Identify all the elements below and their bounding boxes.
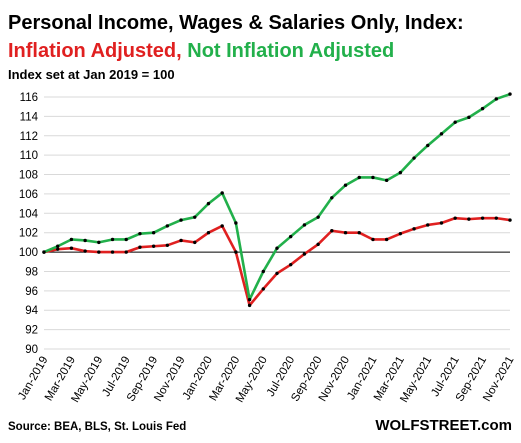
y-tick-label-108: 108 [19,170,38,182]
data-point-not-inflation-adjusted-Dec-2020 [357,175,361,180]
data-point-inflation-adjusted-May-2019 [97,250,101,254]
source-note: Source: BEA, BLS, St. Louis Fed [8,421,186,433]
series-line-inflation-adjusted [42,216,512,307]
data-point-not-inflation-adjusted-Feb-2020 [220,191,224,195]
y-tick-label-98: 98 [25,266,38,278]
data-point-not-inflation-adjusted-Apr-2021 [412,156,416,160]
data-point-inflation-adjusted-Aug-2021 [467,217,471,221]
data-point-inflation-adjusted-Nov-2021 [508,218,512,222]
brand-label: WOLFSTREET.com [375,417,512,434]
y-tick-label-92: 92 [25,325,38,337]
data-point-not-inflation-adjusted-Feb-2021 [384,178,389,183]
y-tick-label-112: 112 [20,131,38,143]
y-tick-label-104: 104 [19,208,39,220]
data-point-inflation-adjusted-Jul-2021 [453,216,457,220]
chart-title: Personal Income, Wages & Salaries Only, … [8,12,464,34]
data-point-inflation-adjusted-Jul-2020 [289,262,293,267]
data-point-not-inflation-adjusted-Nov-2020 [343,183,348,187]
data-point-not-inflation-adjusted-May-2019 [97,240,101,245]
data-point-not-inflation-adjusted-Oct-2019 [165,224,170,228]
series-line-not-inflation-adjusted [42,92,512,301]
data-point-not-inflation-adjusted-Jan-2021 [371,175,375,180]
data-point-inflation-adjusted-Dec-2020 [357,230,361,235]
data-point-inflation-adjusted-Feb-2020 [220,224,224,228]
data-point-not-inflation-adjusted-Oct-2020 [330,196,334,200]
data-point-not-inflation-adjusted-Jun-2021 [439,132,444,136]
data-point-inflation-adjusted-Dec-2019 [193,240,197,245]
data-point-not-inflation-adjusted-Jul-2020 [289,234,293,239]
data-point-not-inflation-adjusted-Mar-2020 [234,221,238,225]
y-axis-ticks: 90 92 94 96 98 100 102 104 106 108 110 112 114 116 [19,92,39,356]
series-lines [42,92,512,308]
data-point-not-inflation-adjusted-Sep-2019 [151,230,156,235]
subtitle-inflation-adjusted: Inflation Adjusted, [8,40,187,62]
chart-note: Index set at Jan 2019 = 100 [8,67,175,82]
y-tick-label-100: 100 [19,247,38,259]
data-point-not-inflation-adjusted-Jan-2020 [206,201,211,206]
data-point-not-inflation-adjusted-May-2021 [426,143,430,148]
y-tick-label-102: 102 [19,228,38,240]
y-tick-label-106: 106 [19,189,38,201]
data-point-not-inflation-adjusted-Apr-2020 [247,297,252,302]
data-point-inflation-adjusted-Feb-2021 [384,237,389,242]
data-point-not-inflation-adjusted-Aug-2019 [138,231,142,236]
data-point-not-inflation-adjusted-Sep-2021 [480,106,485,111]
data-point-inflation-adjusted-Aug-2020 [302,252,307,256]
data-point-inflation-adjusted-Apr-2021 [412,227,416,231]
chart-subtitle: Inflation Adjusted, Not Inflation Adjust… [8,40,394,62]
series-not-inflation-adjusted [42,92,512,302]
data-point-inflation-adjusted-Sep-2021 [480,216,485,220]
data-point-inflation-adjusted-Mar-2019 [69,246,74,250]
data-point-inflation-adjusted-Sep-2020 [316,242,320,247]
data-point-inflation-adjusted-Oct-2021 [494,216,498,220]
data-point-not-inflation-adjusted-Aug-2021 [467,115,471,120]
data-point-inflation-adjusted-Nov-2019 [179,238,183,243]
data-point-not-inflation-adjusted-Feb-2019 [56,244,60,248]
data-point-not-inflation-adjusted-Jun-2019 [110,237,115,242]
data-point-inflation-adjusted-Oct-2019 [165,243,170,247]
data-point-inflation-adjusted-Jan-2021 [371,237,375,242]
data-point-inflation-adjusted-Mar-2021 [398,231,403,236]
data-point-not-inflation-adjusted-Dec-2019 [193,215,197,219]
data-point-not-inflation-adjusted-Jul-2021 [453,120,457,124]
data-point-not-inflation-adjusted-Apr-2019 [83,238,87,243]
y-tick-label-110: 110 [20,150,38,162]
data-point-inflation-adjusted-May-2021 [426,223,430,227]
data-point-inflation-adjusted-Jan-2020 [206,230,211,235]
data-point-inflation-adjusted-Mar-2020 [234,250,238,254]
data-point-not-inflation-adjusted-Sep-2020 [316,215,320,219]
data-point-not-inflation-adjusted-Jun-2020 [275,246,279,250]
y-tick-label-96: 96 [25,286,38,298]
y-tick-label-90: 90 [25,344,38,356]
y-tick-label-114: 114 [20,111,39,123]
data-point-inflation-adjusted-Apr-2019 [83,249,87,253]
data-point-inflation-adjusted-Jun-2019 [110,250,115,254]
data-point-not-inflation-adjusted-Jan-2019 [42,250,46,254]
data-point-not-inflation-adjusted-May-2020 [261,269,265,274]
data-point-not-inflation-adjusted-Mar-2019 [69,237,74,242]
data-point-inflation-adjusted-Aug-2019 [138,245,142,249]
data-point-not-inflation-adjusted-Jul-2019 [124,237,128,242]
data-point-not-inflation-adjusted-Aug-2020 [302,223,307,227]
data-point-not-inflation-adjusted-Oct-2021 [494,97,498,101]
data-point-inflation-adjusted-Sep-2019 [151,244,156,248]
data-point-inflation-adjusted-Apr-2020 [247,303,252,308]
data-point-inflation-adjusted-Feb-2019 [56,247,60,251]
y-tick-label-116: 116 [20,92,38,104]
series-inflation-adjusted [42,216,512,308]
data-point-not-inflation-adjusted-Nov-2019 [179,218,183,222]
data-point-not-inflation-adjusted-Mar-2021 [398,170,403,175]
data-point-inflation-adjusted-Nov-2020 [343,230,348,235]
data-point-inflation-adjusted-Jul-2019 [124,250,128,254]
data-point-inflation-adjusted-Jun-2020 [275,271,279,276]
data-point-inflation-adjusted-Jun-2021 [439,221,444,225]
data-point-inflation-adjusted-Oct-2020 [330,229,334,233]
data-point-not-inflation-adjusted-Nov-2021 [508,92,512,96]
y-tick-label-94: 94 [25,305,38,317]
data-point-inflation-adjusted-May-2020 [261,287,265,291]
x-axis-ticks: Jan-2019Mar-2019May-2019Jul-2019Sep-2019… [16,355,516,405]
subtitle-not-inflation-adjusted: Not Inflation Adjusted [187,40,394,62]
